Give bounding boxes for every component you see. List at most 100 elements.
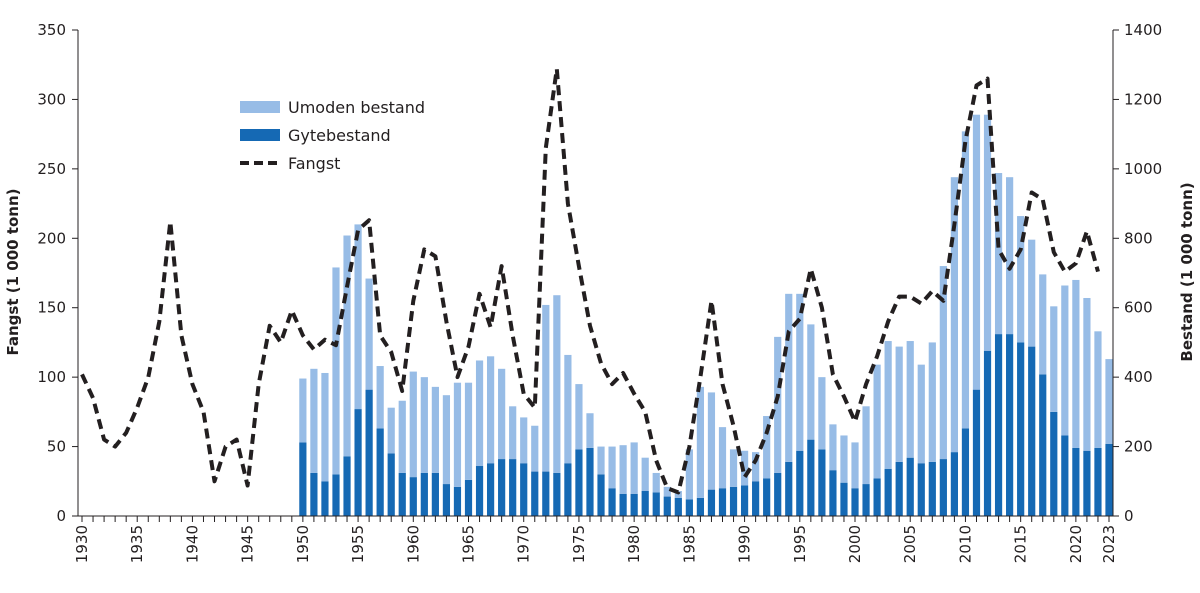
bar-umoden-1958 xyxy=(387,407,395,454)
bar-umoden-1968 xyxy=(498,368,506,460)
x-tick-label: 2005 xyxy=(901,525,919,563)
bar-gytebestand-1963 xyxy=(442,484,451,516)
bar-gytebestand-2002 xyxy=(873,478,881,516)
bar-umoden-1969 xyxy=(509,406,517,460)
left-tick-label: 300 xyxy=(37,90,66,108)
bar-umoden-1983 xyxy=(663,486,671,497)
bar-gytebestand-1965 xyxy=(464,479,473,516)
bar-umoden-1952 xyxy=(321,372,329,482)
legend-swatch-umoden xyxy=(240,101,280,113)
bar-gytebestand-2008 xyxy=(939,459,947,516)
bar-gytebestand-2015 xyxy=(1017,342,1025,516)
bar-umoden-1994 xyxy=(785,293,793,462)
bar-gytebestand-1953 xyxy=(332,474,340,516)
bar-umoden-1977 xyxy=(597,446,605,475)
x-tick-label: 2000 xyxy=(846,525,864,563)
bar-umoden-1998 xyxy=(829,424,837,471)
bar-umoden-1997 xyxy=(818,377,826,450)
bar-gytebestand-1991 xyxy=(752,481,760,516)
bar-gytebestand-1987 xyxy=(707,489,716,516)
bar-umoden-1992 xyxy=(763,416,771,479)
bar-gytebestand-1995 xyxy=(796,450,804,516)
bar-umoden-1961 xyxy=(420,377,428,473)
bar-gytebestand-2003 xyxy=(884,468,892,516)
bar-gytebestand-1983 xyxy=(663,496,671,516)
bar-umoden-1996 xyxy=(807,324,815,440)
right-axis-title: Bestand (1 000 tonn) xyxy=(1178,182,1196,361)
bars-layer xyxy=(299,114,1113,516)
bar-gytebestand-1992 xyxy=(763,478,771,516)
bar-gytebestand-2000 xyxy=(851,488,859,516)
bar-gytebestand-1977 xyxy=(597,474,605,516)
bar-gytebestand-2007 xyxy=(928,461,936,516)
bar-gytebestand-1972 xyxy=(542,471,550,516)
bar-umoden-2009 xyxy=(950,177,958,453)
bar-gytebestand-2018 xyxy=(1050,411,1058,516)
bar-gytebestand-2013 xyxy=(994,334,1003,516)
bar-gytebestand-1969 xyxy=(509,459,517,516)
left-tick-label: 350 xyxy=(37,21,66,39)
right-tick-label: 800 xyxy=(1124,229,1153,247)
left-tick-label: 250 xyxy=(37,160,66,178)
bar-umoden-2004 xyxy=(895,346,903,462)
x-ticks: 1930 1935 1940 1945 1950 1955 1960 1965 1970 1975… xyxy=(73,516,1118,563)
right-tick-label: 1200 xyxy=(1124,90,1162,108)
bar-gytebestand-1952 xyxy=(321,481,329,516)
x-tick-label: 1945 xyxy=(239,525,257,563)
left-ticks: 0 50 100 150 200 250 300 350 xyxy=(37,21,78,525)
bar-umoden-1974 xyxy=(564,354,572,464)
bar-gytebestand-1966 xyxy=(475,466,484,516)
bar-umoden-1975 xyxy=(575,384,583,450)
bar-gytebestand-2011 xyxy=(972,389,981,516)
bar-gytebestand-1961 xyxy=(420,472,428,516)
left-tick-label: 150 xyxy=(37,299,66,317)
x-tick-label: 1965 xyxy=(460,525,478,563)
left-tick-label: 200 xyxy=(37,229,66,247)
right-tick-label: 1000 xyxy=(1124,160,1162,178)
x-tick-label: 1975 xyxy=(570,525,588,563)
bar-gytebestand-1978 xyxy=(608,488,616,516)
x-tick-label: 1955 xyxy=(349,525,367,563)
right-tick-label: 400 xyxy=(1124,368,1153,386)
bar-umoden-2019 xyxy=(1061,285,1069,436)
x-tick-label: 1960 xyxy=(404,525,422,563)
bar-umoden-1950 xyxy=(299,378,307,443)
bar-umoden-1991 xyxy=(752,452,760,482)
bar-gytebestand-2022 xyxy=(1094,447,1102,516)
legend-label-gyte: Gytebestand xyxy=(288,126,391,145)
bar-umoden-1970 xyxy=(520,417,528,464)
bar-umoden-1962 xyxy=(431,386,439,473)
bar-umoden-1986 xyxy=(696,386,705,498)
bar-umoden-2021 xyxy=(1083,297,1091,451)
bar-umoden-2022 xyxy=(1094,331,1102,448)
bar-gytebestand-1996 xyxy=(807,439,815,516)
bar-gytebestand-1957 xyxy=(376,428,384,516)
bar-umoden-1993 xyxy=(774,336,782,473)
bar-gytebestand-2006 xyxy=(917,463,925,516)
bar-umoden-2006 xyxy=(917,364,925,464)
bar-gytebestand-1998 xyxy=(829,470,837,516)
bar-gytebestand-1950 xyxy=(299,442,307,516)
bar-umoden-2008 xyxy=(939,266,947,460)
legend-swatch-gyte xyxy=(240,129,280,141)
bar-gytebestand-1979 xyxy=(619,493,627,516)
x-tick-label: 1985 xyxy=(680,525,698,563)
bar-umoden-1999 xyxy=(840,435,848,483)
bar-umoden-2018 xyxy=(1050,306,1058,412)
bar-gytebestand-2014 xyxy=(1006,334,1014,516)
bar-gytebestand-1959 xyxy=(398,472,406,516)
bar-gytebestand-1985 xyxy=(685,499,693,516)
bar-gytebestand-1955 xyxy=(354,409,362,516)
bar-gytebestand-1988 xyxy=(718,488,727,516)
x-tick-label: 2010 xyxy=(956,525,974,563)
bar-umoden-1955 xyxy=(354,224,362,410)
x-tick-label: 1935 xyxy=(128,525,146,563)
bar-gytebestand-2016 xyxy=(1028,346,1036,516)
x-tick-label: 1940 xyxy=(183,525,201,563)
bar-gytebestand-1993 xyxy=(774,472,782,516)
bar-umoden-1973 xyxy=(553,295,561,473)
bar-gytebestand-2005 xyxy=(906,457,914,516)
bar-gytebestand-2004 xyxy=(895,461,903,516)
left-tick-label: 0 xyxy=(56,507,66,525)
